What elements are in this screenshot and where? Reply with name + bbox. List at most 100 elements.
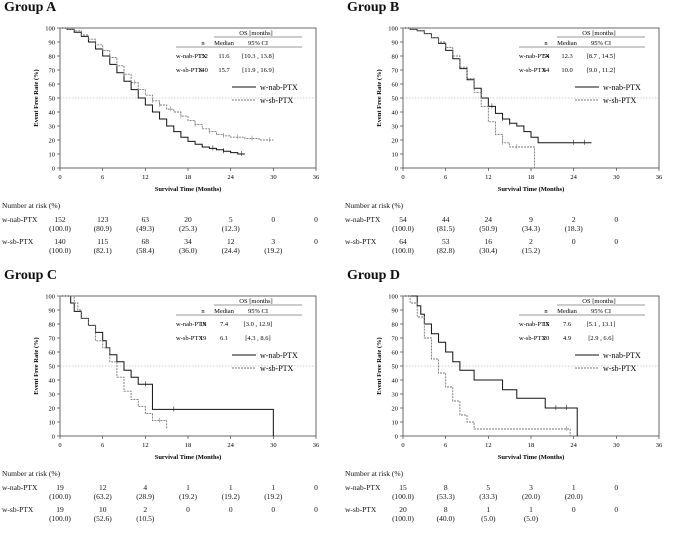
at-risk-count: 15	[399, 483, 407, 492]
y-tick-label: 90	[49, 40, 56, 47]
os-table-cell: w-nab-PTX	[176, 321, 207, 328]
y-tick-label: 20	[49, 138, 56, 145]
os-table-col-header: 95% CI	[248, 308, 268, 315]
y-tick-label: 90	[392, 40, 399, 47]
at-risk-percent: (49.3)	[136, 224, 155, 233]
km-plot: 0 10 20 30 40 50 60 70 80 90 100 0 6 12 18 24 30 36 Surviv…	[33, 294, 320, 462]
y-tick-label: 0	[52, 434, 55, 441]
os-table-cell: [10.3 , 13.8]	[242, 53, 274, 60]
at-risk-group-label: w-nab-PTX	[345, 483, 381, 492]
series-line-w-nab-ptx	[403, 295, 578, 436]
y-tick-label: 10	[49, 420, 56, 427]
x-tick-label: 24	[570, 174, 577, 181]
chart-title: Group B	[347, 0, 400, 15]
legend-label: w-sb-PTX	[603, 96, 637, 105]
y-tick-label: 10	[392, 152, 399, 159]
at-risk-count: 63	[141, 215, 150, 224]
y-tick-label: 0	[395, 166, 398, 173]
km-plot: 0 10 20 30 40 50 60 70 80 90 100 0 6 12 18 24 30 36 Surviv…	[376, 26, 663, 194]
os-table-cell: w-sb-PTX	[176, 67, 203, 74]
at-risk-count: 0	[614, 215, 619, 224]
series-line-w-nab-ptx	[60, 295, 274, 436]
at-risk-percent: (19.2)	[178, 492, 198, 501]
y-tick-label: 20	[392, 138, 399, 145]
os-table-cell: 7.4	[220, 321, 229, 328]
at-risk-count: 8	[443, 483, 448, 492]
chart-title: Group A	[4, 0, 57, 15]
at-risk-percent: (53.3)	[436, 492, 455, 501]
at-risk-count: 5	[228, 215, 233, 224]
legend-label: w-nab-PTX	[603, 83, 641, 92]
os-table-col-header: Median	[557, 308, 578, 315]
at-risk-percent: (15.2)	[521, 246, 541, 255]
at-risk-count: 4	[143, 483, 148, 492]
at-risk-percent: (40.0)	[436, 514, 455, 523]
at-risk-group-label: w-nab-PTX	[345, 215, 381, 224]
os-table-cell: w-nab-PTX	[519, 321, 550, 328]
os-table-cell: [11.9 , 16.9]	[242, 67, 274, 74]
at-risk-group-label: w-sb-PTX	[345, 505, 377, 514]
at-risk-percent: (5.0)	[523, 514, 539, 523]
at-risk-count: 5	[486, 483, 491, 492]
at-risk-percent: (19.2)	[264, 246, 283, 255]
at-risk-count: 0	[571, 505, 576, 514]
at-risk-percent: (12.3)	[221, 224, 240, 233]
y-tick-label: 10	[49, 152, 56, 159]
at-risk-percent: (100.0)	[392, 492, 414, 501]
os-table-header: OS [months]	[239, 298, 272, 305]
os-table-cell: 19	[200, 321, 207, 328]
at-risk-count: 1	[271, 483, 276, 492]
x-tick-label: 0	[58, 442, 61, 449]
os-table-header: OS [months]	[239, 30, 272, 37]
chart-panel-group-a: Group A 0 10 20 30 40 50 60 70 80 90 100 0 6 12 18 24 30…	[0, 0, 340, 268]
os-table-col-header: Median	[214, 40, 235, 47]
os-table-cell: w-nab-PTX	[176, 53, 207, 60]
x-tick-label: 12	[142, 174, 149, 181]
at-risk-count: 0	[571, 237, 576, 246]
at-risk-percent: (80.9)	[93, 224, 112, 233]
y-tick-label: 50	[49, 96, 56, 103]
y-axis-label: Event Free Rate (%)	[33, 337, 40, 394]
at-risk-percent: (28.9)	[136, 492, 155, 501]
os-table-cell: 54	[543, 53, 550, 60]
at-risk-percent: (100.0)	[49, 224, 71, 233]
at-risk-count: 24	[484, 215, 493, 224]
at-risk-percent: (52.6)	[93, 514, 112, 523]
y-tick-label: 50	[392, 364, 399, 371]
at-risk-percent: (50.9)	[479, 224, 498, 233]
x-tick-label: 6	[101, 174, 105, 181]
y-tick-label: 10	[392, 420, 399, 427]
os-table-col-header: n	[544, 40, 548, 47]
at-risk-percent: (82.8)	[436, 246, 455, 255]
at-risk-percent: (10.5)	[136, 514, 155, 523]
at-risk-percent: (100.0)	[392, 514, 414, 523]
x-tick-label: 30	[270, 442, 277, 449]
at-risk-header: Number at risk (%)	[2, 201, 61, 210]
y-tick-label: 40	[392, 110, 399, 117]
legend-label: w-sb-PTX	[603, 364, 637, 373]
series-line-w-sb-ptx	[60, 295, 168, 429]
x-tick-label: 24	[570, 442, 577, 449]
x-tick-label: 18	[185, 442, 192, 449]
y-tick-label: 20	[392, 406, 399, 413]
at-risk-count: 16	[484, 237, 493, 246]
y-tick-label: 70	[49, 336, 56, 343]
os-table-cell: [3.0 , 12.9]	[244, 321, 273, 328]
os-table-cell: 152	[198, 53, 208, 60]
at-risk-count: 19	[56, 483, 64, 492]
os-table-cell: 10.0	[561, 67, 572, 74]
y-tick-label: 0	[52, 166, 55, 173]
os-table-col-header: Median	[214, 308, 235, 315]
legend-label: w-sb-PTX	[260, 364, 294, 373]
at-risk-percent: (19.2)	[264, 492, 283, 501]
os-table-col-header: n	[201, 40, 205, 47]
os-table-cell: w-sb-PTX	[519, 335, 546, 342]
y-tick-label: 60	[49, 82, 56, 89]
y-axis-label: Event Free Rate (%)	[376, 337, 383, 394]
y-tick-label: 60	[392, 350, 399, 357]
chart-panel-group-c: Group C 0 10 20 30 40 50 60 70 80 90 100 0 6 12 18 24 30…	[0, 268, 340, 536]
at-risk-percent: (5.0)	[481, 514, 496, 523]
y-tick-label: 100	[388, 26, 398, 33]
y-tick-label: 0	[395, 434, 398, 441]
x-tick-label: 36	[313, 442, 320, 449]
